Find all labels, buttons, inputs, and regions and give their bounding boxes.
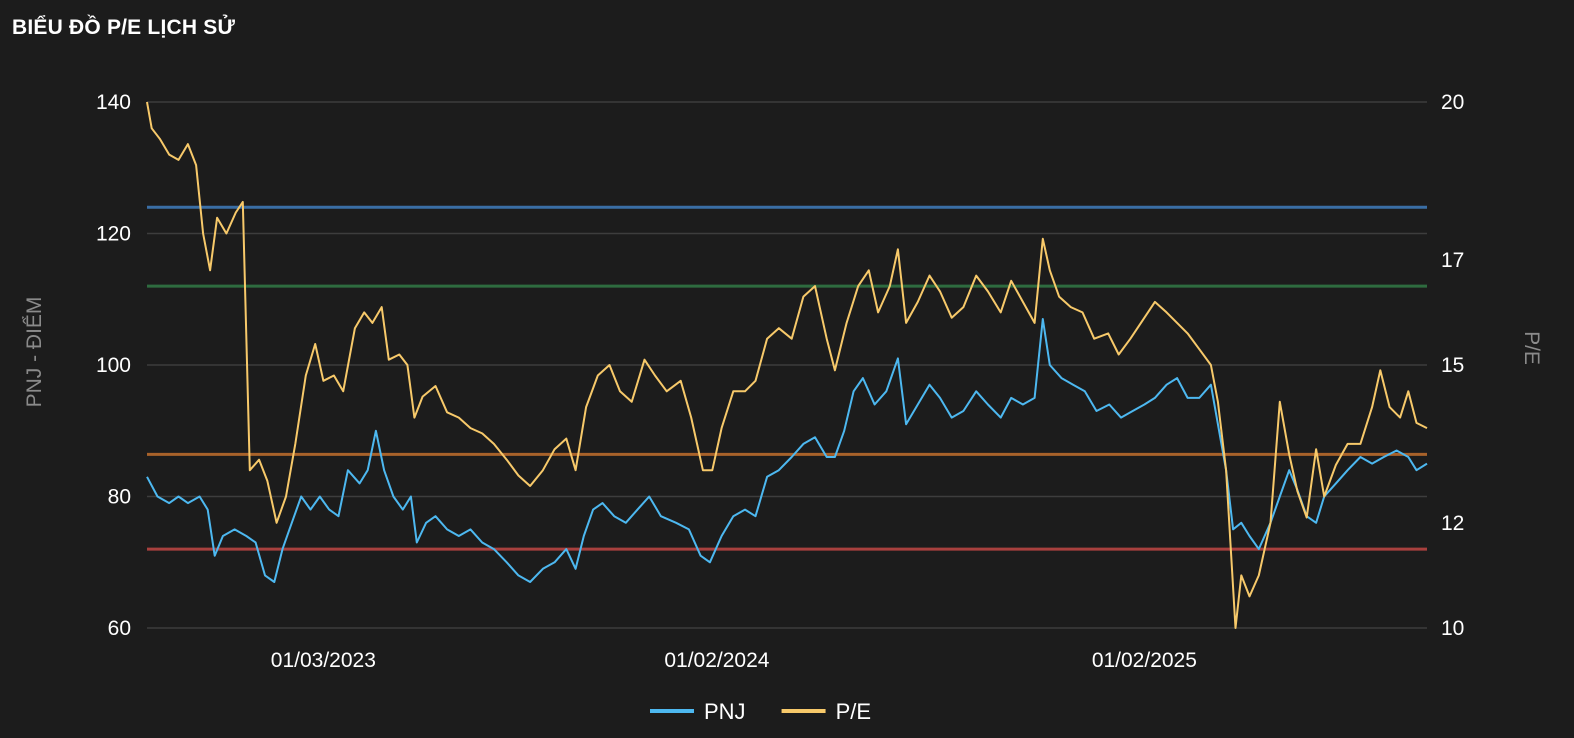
grid-lines: [147, 101, 1427, 629]
y-left-tick-label: 140: [96, 91, 131, 114]
legend: PNJ P/E: [650, 699, 871, 724]
y-axis-right-title: P/E: [1520, 331, 1543, 365]
y-right-tick-label: 15: [1441, 354, 1464, 377]
y-left-tick-label: 60: [108, 617, 131, 640]
y-axis-left-title: PNJ - ĐIỂM: [23, 297, 46, 408]
x-tick-label: 01/02/2025: [1092, 649, 1197, 672]
legend-item[interactable]: P/E: [781, 699, 871, 724]
y-left-tick-label: 80: [108, 486, 131, 509]
y-right-tick-label: 12: [1441, 512, 1464, 535]
y-left-tick-label: 120: [96, 223, 131, 246]
y-right-tick-label: 20: [1441, 91, 1464, 114]
x-tick-label: 01/03/2023: [271, 649, 376, 672]
axes: 60 80 100 120 140 10 12 15 17 20 01/03/2023 01/02/2…: [96, 91, 1464, 672]
series-line-p-e: [146, 101, 1428, 629]
y-right-tick-label: 10: [1441, 617, 1464, 640]
y-right-tick-label: 17: [1441, 249, 1464, 272]
series-line-pnj: [146, 318, 1428, 583]
chart-title: BIỂU ĐỒ P/E LỊCH SỬ: [12, 16, 236, 39]
legend-label: PNJ: [704, 699, 746, 724]
series-layer: [146, 101, 1428, 629]
y-left-tick-label: 100: [96, 354, 131, 377]
x-tick-label: 01/02/2024: [664, 649, 769, 672]
legend-item[interactable]: PNJ: [650, 699, 746, 724]
reference-lines: [147, 205, 1427, 551]
legend-label: P/E: [836, 699, 871, 724]
